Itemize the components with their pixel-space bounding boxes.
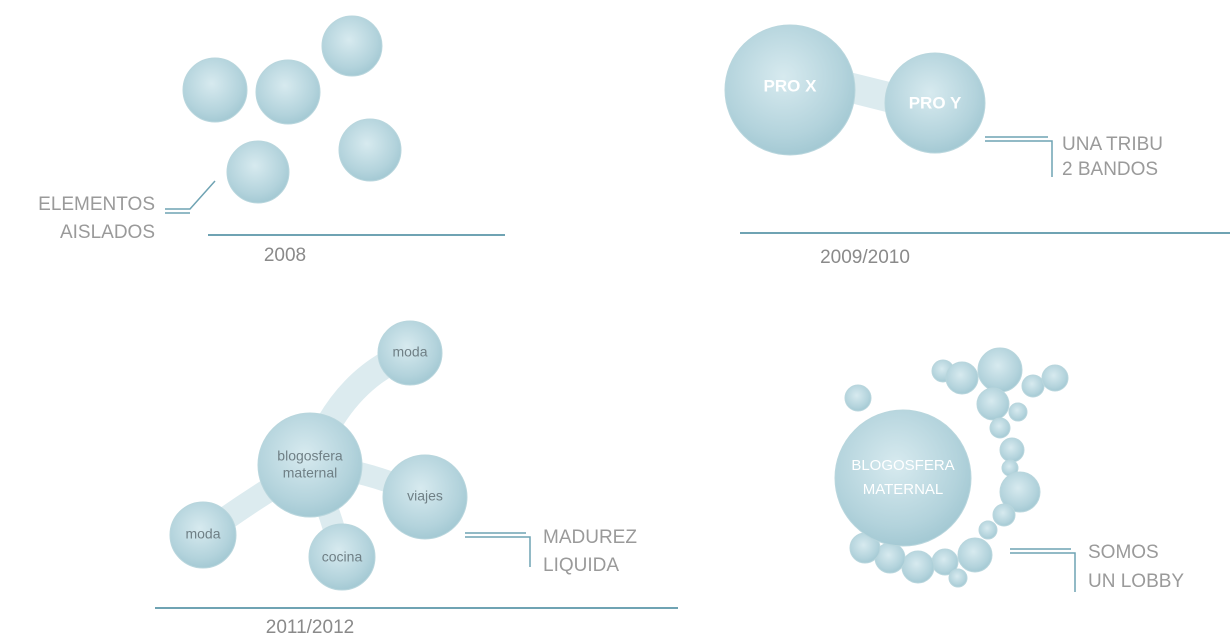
panel-2009: PRO X PRO Y UNA TRIBU 2 BANDOS 2009/2010	[725, 25, 1230, 268]
bubble	[183, 58, 247, 122]
caption: ELEMENTOS	[38, 194, 155, 215]
bubble-label: maternal	[283, 465, 337, 481]
caption: SOMOS	[1088, 542, 1159, 563]
bubble	[949, 569, 967, 587]
bubble	[1042, 365, 1068, 391]
bubble	[977, 388, 1009, 420]
bubble	[978, 348, 1022, 392]
bubble-label: moda	[392, 344, 427, 360]
caption: UNA TRIBU	[1062, 134, 1163, 155]
year: 2011/2012	[266, 617, 354, 638]
caption: MADUREZ	[543, 527, 637, 548]
caption: LIQUIDA	[543, 555, 619, 576]
year: 2009/2010	[820, 247, 910, 268]
bubble-label: PRO Y	[909, 93, 962, 112]
panel-lobby: BLOGOSFERA MATERNAL SOMOS UN LOBBY	[835, 348, 1184, 592]
bubble-label: cocina	[322, 549, 363, 565]
bubble	[1000, 438, 1024, 462]
bubble-label: PRO X	[764, 76, 818, 95]
bubble-label: MATERNAL	[863, 481, 944, 498]
diagram: ELEMENTOS AISLADOS 2008 PRO X PRO Y UNA …	[0, 0, 1230, 639]
caption: AISLADOS	[60, 222, 155, 243]
bubble	[902, 551, 934, 583]
connector	[165, 181, 215, 213]
year: 2008	[264, 245, 306, 266]
connector	[465, 533, 530, 567]
connector	[985, 137, 1052, 177]
panel-2008: ELEMENTOS AISLADOS 2008	[38, 16, 505, 266]
bubble-label: moda	[185, 526, 220, 542]
caption: UN LOBBY	[1088, 571, 1184, 592]
bubble-label: BLOGOSFERA	[851, 457, 954, 474]
bubble-label: viajes	[407, 488, 443, 504]
panel-2011: moda blogosfera maternal viajes moda coc…	[155, 321, 678, 638]
bubble	[227, 141, 289, 203]
bubble	[946, 362, 978, 394]
connector	[1010, 549, 1075, 592]
bubble	[256, 60, 320, 124]
bubble	[835, 410, 971, 546]
bubble	[993, 504, 1015, 526]
bubble	[322, 16, 382, 76]
bubble	[339, 119, 401, 181]
bubble	[979, 521, 997, 539]
bubble-label: blogosfera	[277, 448, 343, 464]
bubble	[1022, 375, 1044, 397]
bubble	[990, 418, 1010, 438]
bubble	[845, 385, 871, 411]
bubble	[1009, 403, 1027, 421]
bubble	[958, 538, 992, 572]
caption: 2 BANDOS	[1062, 159, 1158, 180]
